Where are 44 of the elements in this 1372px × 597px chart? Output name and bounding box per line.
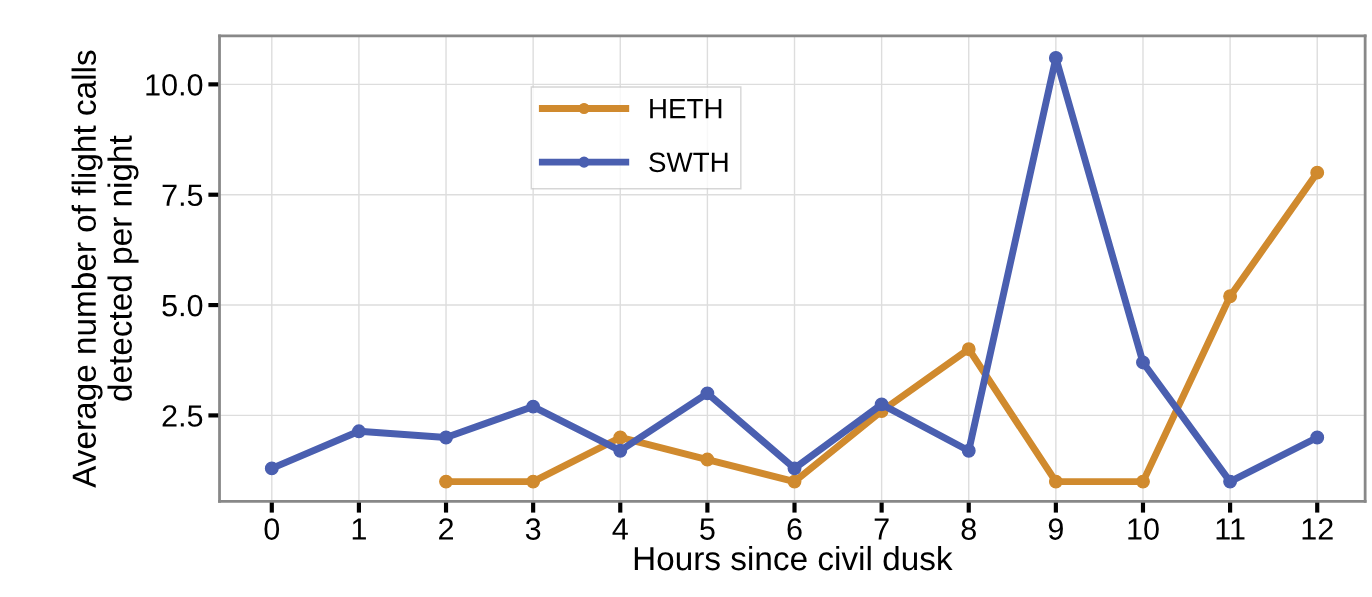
y-axis-title: Average number of flight calls detected per night: [71, 50, 139, 488]
y-tick-label: 7.5: [162, 184, 203, 207]
point: [351, 424, 366, 439]
point: [787, 461, 802, 476]
point: [439, 474, 453, 489]
x-axis-title: Hours since civil dusk: [634, 545, 953, 571]
point: [1310, 165, 1325, 180]
point: [526, 474, 541, 489]
point: [700, 452, 715, 467]
y-tick-label: 2.5: [162, 405, 203, 427]
point: [961, 342, 976, 357]
y-tick-label: 10.0: [146, 74, 203, 96]
point: [1048, 50, 1063, 65]
x-tick-label: 0: [264, 518, 280, 540]
point: [961, 443, 976, 458]
x-tick-label: 3: [525, 518, 541, 540]
x-tick-label: 2: [439, 518, 453, 540]
x-tick-label: 11: [1216, 518, 1245, 540]
x-tick-label: 8: [961, 518, 976, 540]
point: [1310, 430, 1325, 445]
x-tick-label: 9: [1048, 518, 1063, 540]
point: [439, 430, 453, 445]
point: [787, 474, 802, 489]
x-tick-label: 5: [700, 518, 715, 540]
point: [613, 443, 628, 458]
point: [700, 386, 715, 401]
point: [1136, 355, 1150, 370]
legend-label: SWTH: [649, 152, 728, 173]
point: [874, 397, 889, 412]
point: [264, 461, 279, 476]
legend-label: HETH: [650, 99, 722, 119]
x-tick-label: 12: [1302, 518, 1333, 540]
x-tick-label: 7: [874, 518, 889, 540]
x-tick-label: 4: [612, 518, 628, 540]
y-tick-label: 5.0: [162, 294, 203, 317]
x-tick-label: 1: [352, 518, 366, 540]
point: [613, 430, 628, 445]
point: [1136, 474, 1150, 489]
point: [1223, 474, 1238, 489]
point: [526, 399, 541, 414]
point: [1223, 289, 1238, 304]
x-tick-label: 6: [787, 518, 802, 540]
x-tick-label: 10: [1128, 518, 1159, 540]
point: [1048, 474, 1063, 489]
